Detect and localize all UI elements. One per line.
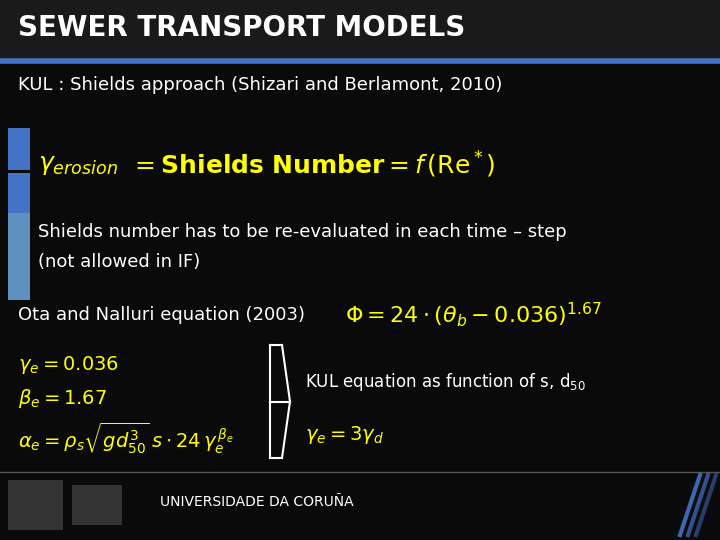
- Text: SEWER TRANSPORT MODELS: SEWER TRANSPORT MODELS: [18, 14, 465, 42]
- Text: $\gamma_e = 0.036$: $\gamma_e = 0.036$: [18, 354, 119, 376]
- Text: Shields number has to be re-evaluated in each time – step: Shields number has to be re-evaluated in…: [38, 223, 567, 241]
- Text: $\Phi = 24 \cdot \left(\theta_b - 0.036\right)^{1.67}$: $\Phi = 24 \cdot \left(\theta_b - 0.036\…: [345, 301, 602, 329]
- Text: $\alpha_e = \rho_s \sqrt{g d_{50}^3}\, s \cdot 24\, \gamma_e^{\,\beta_e}$: $\alpha_e = \rho_s \sqrt{g d_{50}^3}\, s…: [18, 420, 234, 456]
- FancyBboxPatch shape: [8, 480, 63, 530]
- FancyBboxPatch shape: [8, 218, 30, 260]
- FancyBboxPatch shape: [8, 173, 30, 215]
- Text: $\gamma_{erosion}$: $\gamma_{erosion}$: [38, 153, 118, 177]
- Text: KUL : Shields approach (Shizari and Berlamont, 2010): KUL : Shields approach (Shizari and Berl…: [18, 76, 503, 94]
- Text: KUL equation as function of s, d$_{50}$: KUL equation as function of s, d$_{50}$: [305, 371, 586, 393]
- Text: (not allowed in IF): (not allowed in IF): [38, 253, 200, 271]
- FancyBboxPatch shape: [8, 213, 30, 255]
- Text: Ota and Nalluri equation (2003): Ota and Nalluri equation (2003): [18, 306, 305, 324]
- Text: $\beta_e = 1.67$: $\beta_e = 1.67$: [18, 387, 107, 409]
- FancyBboxPatch shape: [8, 128, 30, 170]
- Text: $= \mathbf{Shields\ Number} = f\,(\mathrm{Re^*})$: $= \mathbf{Shields\ Number} = f\,(\mathr…: [130, 150, 495, 180]
- FancyBboxPatch shape: [8, 258, 30, 300]
- Text: $\gamma_e = 3\gamma_d$: $\gamma_e = 3\gamma_d$: [305, 424, 384, 446]
- FancyBboxPatch shape: [72, 485, 122, 525]
- FancyBboxPatch shape: [0, 0, 720, 60]
- Text: UNIVERSIDADE DA CORUÑA: UNIVERSIDADE DA CORUÑA: [160, 495, 354, 509]
